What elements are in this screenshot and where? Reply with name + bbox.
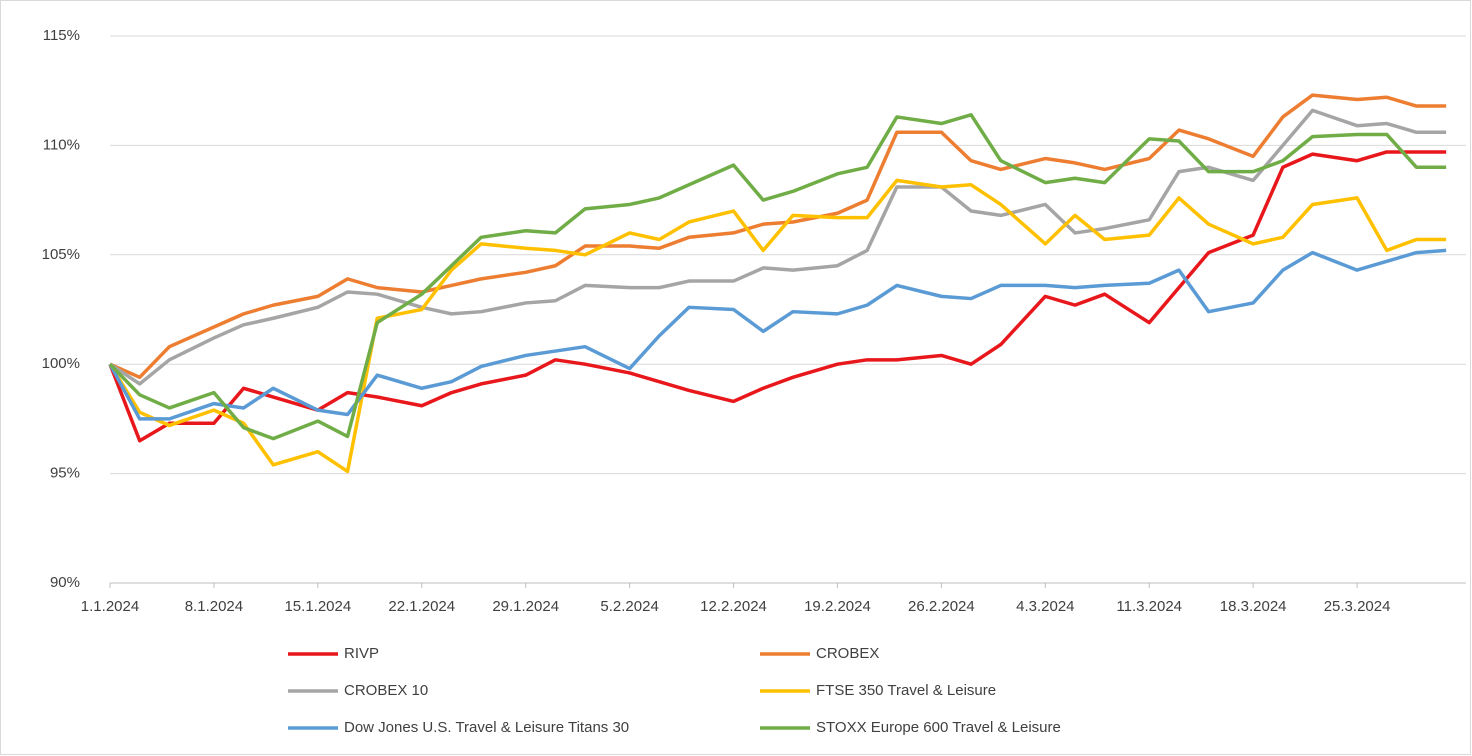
series-line	[108, 248, 1447, 421]
x-tick-label: 8.1.2024	[185, 598, 243, 615]
y-tick-label: 110%	[43, 136, 80, 153]
legend-label: FTSE 350 Travel & Leisure	[816, 682, 996, 699]
legend-label: STOXX Europe 600 Travel & Leisure	[816, 719, 1061, 736]
series-line	[108, 113, 1447, 441]
x-tick-label: 11.3.2024	[1116, 598, 1182, 615]
y-tick-label: 105%	[42, 246, 80, 263]
y-tick-label: 95%	[50, 465, 80, 482]
x-tick-label: 26.2.2024	[908, 598, 975, 615]
y-tick-label: 90%	[50, 574, 80, 591]
x-tick-label: 18.3.2024	[1220, 598, 1287, 615]
x-tick-label: 22.1.2024	[388, 598, 455, 615]
x-tick-label: 12.2.2024	[700, 598, 767, 615]
x-tick-label: 19.2.2024	[804, 598, 871, 615]
series-line	[109, 93, 1447, 380]
x-tick-label: 15.1.2024	[284, 598, 351, 615]
legend-label: RIVP	[344, 645, 379, 662]
x-tick-label: 25.3.2024	[1324, 598, 1391, 615]
series-line	[108, 150, 1447, 443]
series-line	[108, 178, 1447, 474]
y-tick-label: 100%	[42, 355, 80, 372]
series-line	[109, 108, 1447, 386]
legend-label: CROBEX	[816, 645, 879, 662]
y-tick-label: 115%	[43, 27, 80, 44]
legend-label: CROBEX 10	[344, 682, 428, 699]
x-tick-label: 5.2.2024	[600, 598, 658, 615]
legend-label: Dow Jones U.S. Travel & Leisure Titans 3…	[344, 719, 629, 736]
x-tick-label: 1.1.2024	[81, 598, 139, 615]
x-tick-label: 29.1.2024	[492, 598, 559, 615]
x-tick-label: 4.3.2024	[1016, 598, 1074, 615]
